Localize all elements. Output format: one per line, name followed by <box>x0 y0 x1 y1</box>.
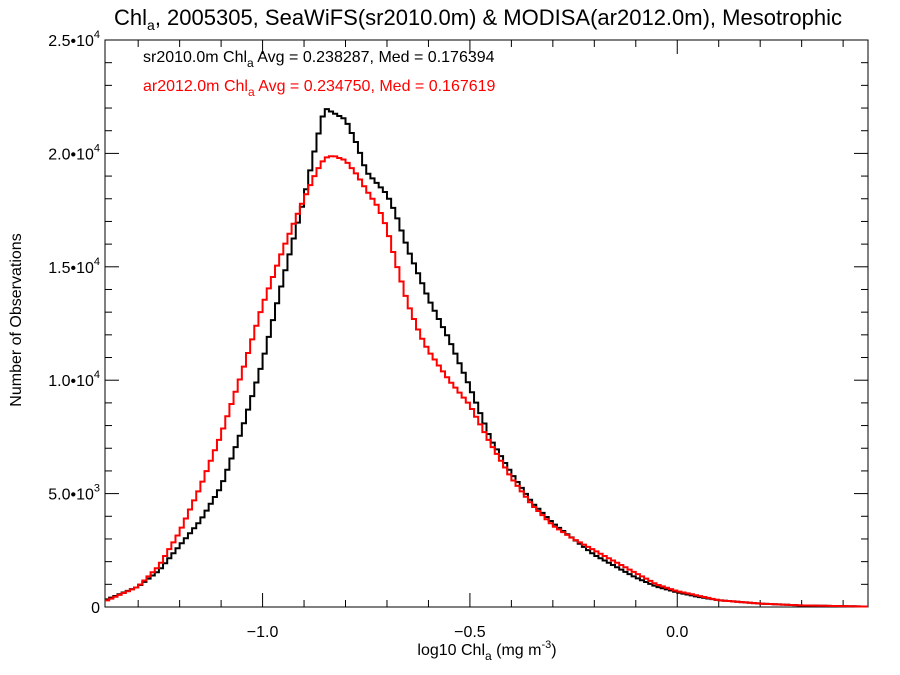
legend-entry-ar2012: ar2012.0m Chla Avg = 0.234750, Med = 0.1… <box>143 78 496 99</box>
y-tick-label-mantissa: 1.0•10 <box>48 373 94 390</box>
y-tick-label: 1.0•104 <box>48 369 100 390</box>
y-tick-label-exponent: 3 <box>94 483 100 495</box>
y-tick-label: 5.0•103 <box>48 483 100 504</box>
y-tick-label: 1.5•104 <box>48 256 100 277</box>
y-tick-label: 2.0•104 <box>48 142 100 163</box>
x-tick-labels: −1.0 −0.5 0.0 <box>247 624 689 641</box>
series-line-ar2012.0m <box>105 155 868 608</box>
axis-ticks <box>105 39 868 608</box>
legend-entry-sr2010: sr2010.0m Chla Avg = 0.238287, Med = 0.1… <box>143 49 495 70</box>
x-axis-label-superscript: -3 <box>541 639 551 651</box>
y-tick-label-exponent: 4 <box>94 29 100 41</box>
x-axis-label: log10 Chla (mg m-3) <box>417 639 556 663</box>
x-axis-label-end: ) <box>551 642 556 659</box>
plot-frame <box>104 39 869 608</box>
y-tick-label-exponent: 4 <box>94 142 100 154</box>
x-axis-label-subscript: a <box>485 649 492 663</box>
x-tick-label: 0.0 <box>666 624 688 641</box>
chart-title-subscript: a <box>147 17 155 33</box>
legend-1-rest: Avg = 0.234750, Med = 0.167619 <box>255 78 496 95</box>
legend-0-subscript: a <box>247 56 254 70</box>
legend-1-subscript: a <box>248 85 255 99</box>
y-tick-label: 0 <box>91 600 100 617</box>
y-tick-label-mantissa: 5.0•10 <box>48 487 94 504</box>
chart-title-rest: , 2005305, SeaWiFS(sr2010.0m) & MODISA(a… <box>155 5 842 30</box>
y-axis-label: Number of Observations <box>8 233 25 406</box>
y-tick-label-mantissa: 2.0•10 <box>48 146 94 163</box>
y-tick-label-exponent: 4 <box>94 256 100 268</box>
x-tick-label: −1.0 <box>247 624 279 641</box>
chart-title: Chla, 2005305, SeaWiFS(sr2010.0m) & MODI… <box>114 5 842 33</box>
legend-0-prefix: sr2010.0m Chl <box>143 49 247 66</box>
chart-title-prefix: Chl <box>114 5 147 30</box>
y-tick-label-exponent: 4 <box>94 369 100 381</box>
x-axis-label-prefix: log10 Chl <box>417 642 485 659</box>
series-layer <box>105 108 868 608</box>
y-tick-label-mantissa: 2.5•10 <box>48 33 94 50</box>
y-tick-label-mantissa: 0 <box>91 600 100 617</box>
x-tick-label: −0.5 <box>454 624 486 641</box>
y-tick-label-mantissa: 1.5•10 <box>48 260 94 277</box>
legend-0-rest: Avg = 0.238287, Med = 0.176394 <box>254 49 495 66</box>
legend-1-prefix: ar2012.0m Chl <box>143 78 248 95</box>
series-line-sr2010.0m <box>105 108 868 608</box>
x-axis-label-rest: (mg m <box>492 642 542 659</box>
y-tick-label: 2.5•104 <box>48 29 100 50</box>
